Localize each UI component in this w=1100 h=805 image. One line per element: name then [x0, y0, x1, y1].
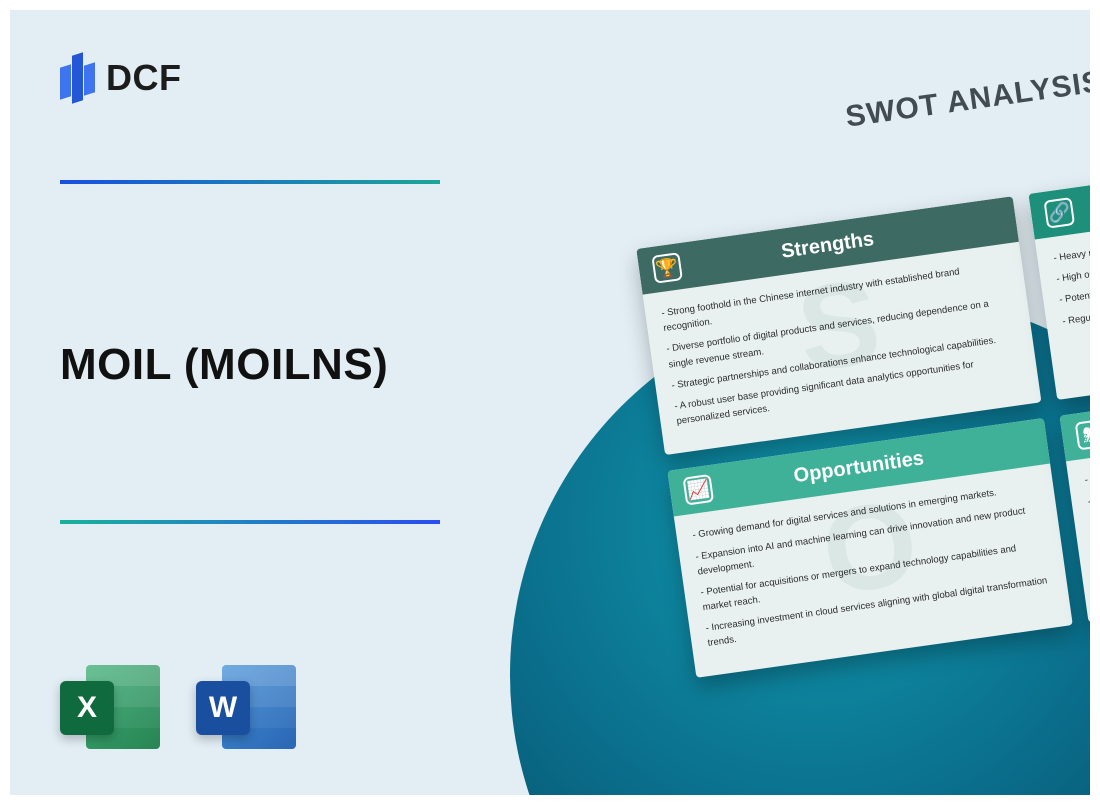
divider-top — [60, 180, 440, 184]
excel-badge: X — [60, 681, 114, 735]
card-title: Strengths — [780, 228, 876, 264]
card-title: Opportunities — [792, 447, 925, 488]
swot-cards: 🏆 Strengths S Strong foothold in the Chi… — [636, 160, 1090, 677]
link-icon: 🔗 — [1043, 197, 1075, 229]
word-badge: W — [196, 681, 250, 735]
swot-card-strengths: 🏆 Strengths S Strong foothold in the Chi… — [636, 196, 1041, 455]
swot-card-weaknesses: 🔗 Heavy reliance on the domestic High op… — [1028, 159, 1090, 400]
divider-bottom — [60, 520, 440, 524]
trophy-icon: 🏆 — [651, 252, 683, 284]
word-icon: W — [196, 659, 296, 755]
excel-icon: X — [60, 659, 160, 755]
logo-bars-icon — [60, 50, 96, 106]
logo-text: DCF — [106, 57, 182, 99]
chart-up-icon: 📈 — [683, 474, 715, 506]
swot-heading: SWOT ANALYSIS — [843, 65, 1090, 135]
page-title: MOIL (MOILNS) — [60, 340, 388, 390]
dcf-logo: DCF — [60, 50, 182, 106]
storm-icon: ⛈ — [1075, 419, 1090, 451]
infographic-canvas: DCF MOIL (MOILNS) X W SWOT ANALYSIS 🏆 St… — [10, 10, 1090, 795]
file-icons-row: X W — [60, 659, 296, 755]
